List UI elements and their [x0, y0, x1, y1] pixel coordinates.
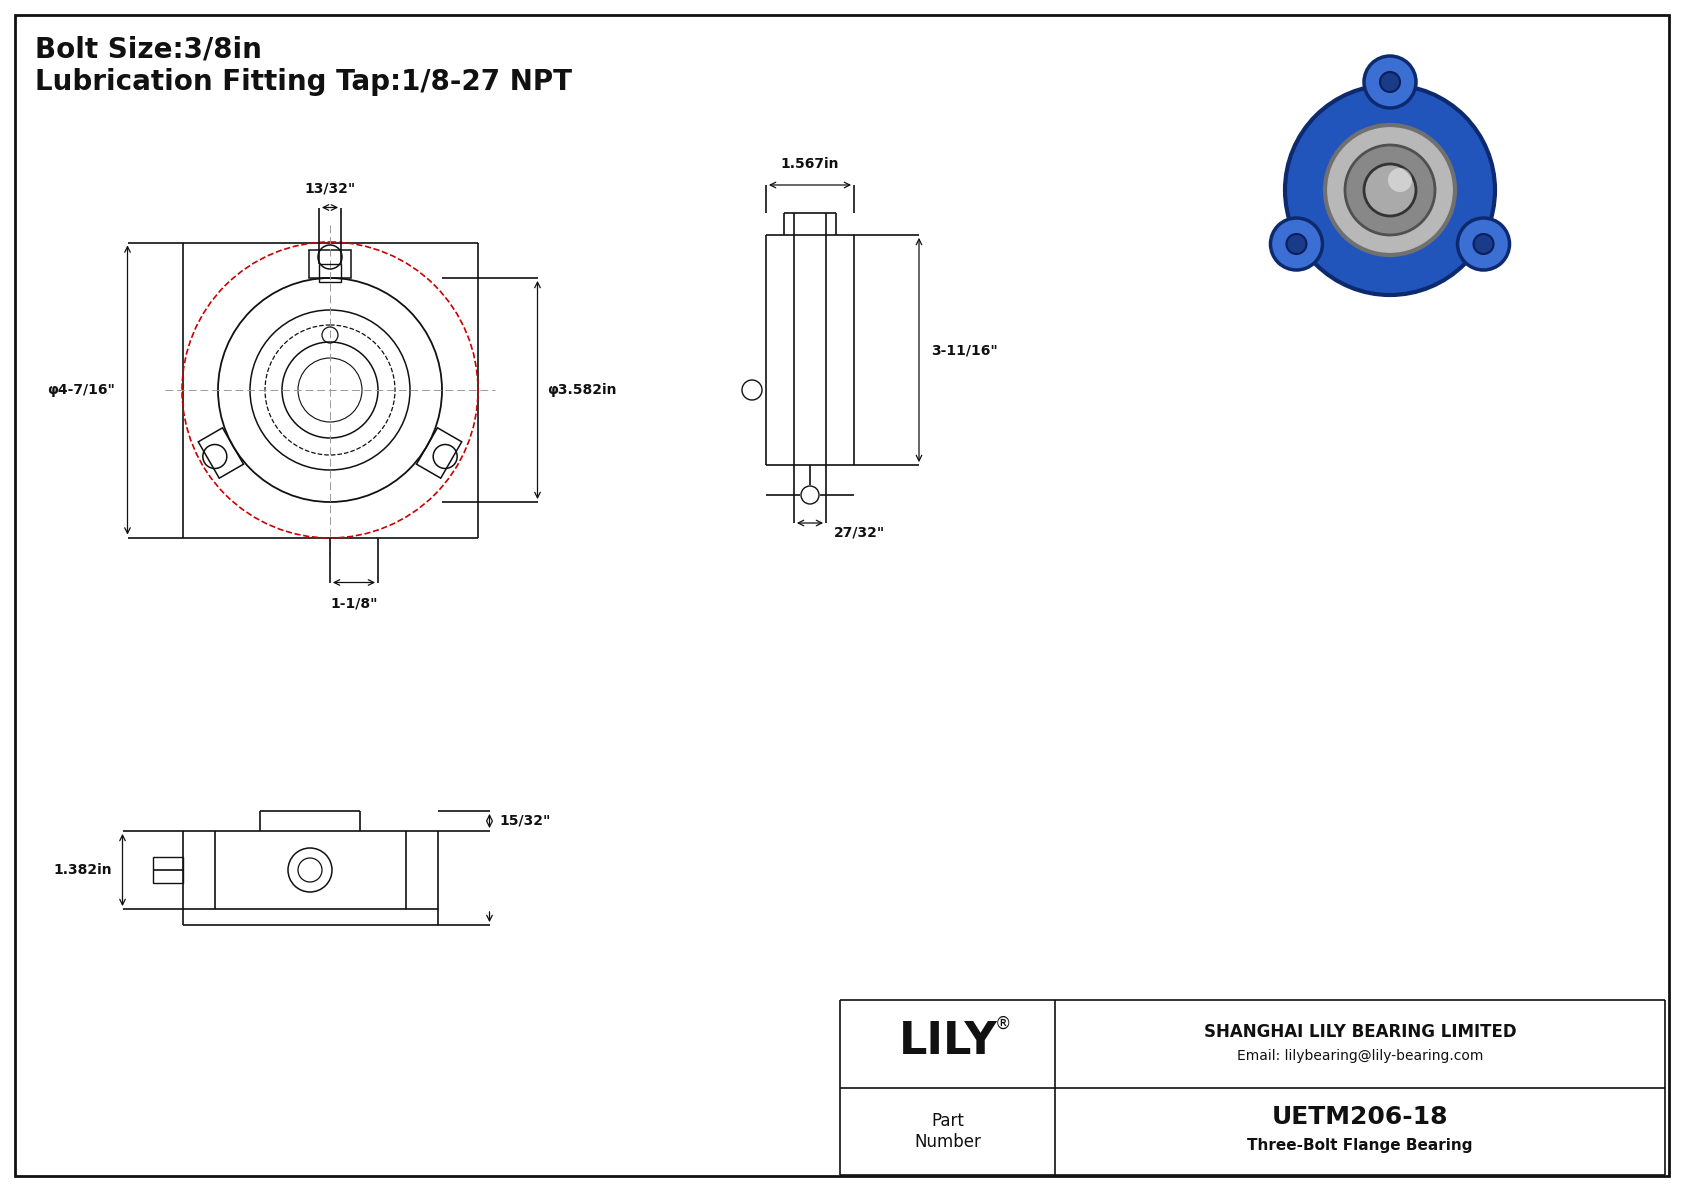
- Text: 15/32": 15/32": [500, 813, 551, 828]
- Text: 13/32": 13/32": [305, 181, 355, 195]
- Circle shape: [1270, 218, 1322, 270]
- Text: 3-11/16": 3-11/16": [931, 343, 997, 357]
- Bar: [153, 858, 182, 883]
- Text: φ4-7/16": φ4-7/16": [47, 384, 116, 397]
- Text: Email: lilybearing@lily-bearing.com: Email: lilybearing@lily-bearing.com: [1236, 1049, 1484, 1062]
- Text: Lubrication Fitting Tap:1/8-27 NPT: Lubrication Fitting Tap:1/8-27 NPT: [35, 68, 573, 96]
- Circle shape: [1474, 233, 1494, 254]
- Text: UETM206-18: UETM206-18: [1271, 1105, 1448, 1129]
- Circle shape: [1388, 168, 1411, 192]
- Text: 1.382in: 1.382in: [54, 863, 113, 877]
- Text: Bolt Size:3/8in: Bolt Size:3/8in: [35, 35, 263, 63]
- Text: Three-Bolt Flange Bearing: Three-Bolt Flange Bearing: [1248, 1137, 1474, 1153]
- Text: ®: ®: [995, 1015, 1012, 1033]
- Text: SHANGHAI LILY BEARING LIMITED: SHANGHAI LILY BEARING LIMITED: [1204, 1023, 1516, 1041]
- Circle shape: [1458, 218, 1509, 270]
- Circle shape: [1285, 85, 1495, 295]
- Text: 1.567in: 1.567in: [781, 157, 839, 172]
- Text: LILY: LILY: [899, 1021, 997, 1064]
- Bar: [318, 264, 340, 282]
- Circle shape: [1346, 145, 1435, 235]
- Circle shape: [1287, 233, 1307, 254]
- Text: φ3.582in: φ3.582in: [547, 384, 616, 397]
- Text: Part
Number: Part Number: [914, 1112, 982, 1151]
- Text: 1-1/8": 1-1/8": [330, 597, 377, 611]
- Circle shape: [1325, 125, 1455, 255]
- Circle shape: [1364, 56, 1416, 108]
- Circle shape: [1364, 164, 1416, 216]
- Circle shape: [1379, 71, 1399, 92]
- Text: 27/32": 27/32": [834, 525, 886, 540]
